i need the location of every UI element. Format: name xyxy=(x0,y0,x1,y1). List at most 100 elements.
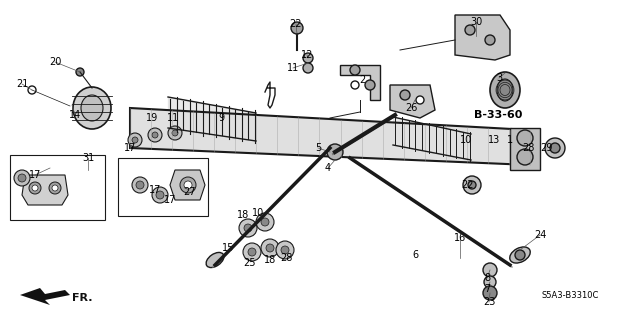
Text: 14: 14 xyxy=(69,110,81,120)
Text: 22: 22 xyxy=(461,180,473,190)
Text: 8: 8 xyxy=(484,273,490,283)
Text: 5: 5 xyxy=(315,143,321,153)
Circle shape xyxy=(76,68,84,76)
Circle shape xyxy=(545,138,565,158)
Circle shape xyxy=(291,22,303,34)
Bar xyxy=(10,155,105,220)
Circle shape xyxy=(261,218,269,226)
Text: 20: 20 xyxy=(49,57,61,67)
Text: 3: 3 xyxy=(496,73,502,83)
Circle shape xyxy=(180,177,196,193)
Circle shape xyxy=(29,182,41,194)
Text: 21: 21 xyxy=(16,79,28,89)
Circle shape xyxy=(261,239,279,257)
Polygon shape xyxy=(170,170,205,200)
Ellipse shape xyxy=(509,247,531,263)
Circle shape xyxy=(136,181,144,189)
Circle shape xyxy=(156,191,164,199)
Text: 9: 9 xyxy=(218,113,224,123)
Text: 13: 13 xyxy=(488,135,500,145)
Circle shape xyxy=(49,182,61,194)
Text: FR.: FR. xyxy=(72,293,93,303)
Circle shape xyxy=(517,130,533,146)
Text: 2: 2 xyxy=(359,75,365,85)
Text: 15: 15 xyxy=(222,243,234,253)
Circle shape xyxy=(52,185,58,191)
Text: 17: 17 xyxy=(29,170,41,180)
Text: 23: 23 xyxy=(483,297,495,307)
Circle shape xyxy=(168,126,182,140)
Text: B-33-60: B-33-60 xyxy=(474,110,522,120)
Circle shape xyxy=(132,137,138,143)
Circle shape xyxy=(243,243,261,261)
Circle shape xyxy=(132,177,148,193)
Polygon shape xyxy=(390,85,435,118)
Circle shape xyxy=(14,170,30,186)
Circle shape xyxy=(416,96,424,104)
Polygon shape xyxy=(455,15,510,60)
Circle shape xyxy=(517,149,533,165)
Circle shape xyxy=(350,65,360,75)
Polygon shape xyxy=(20,288,70,305)
Text: 28: 28 xyxy=(522,143,534,153)
Circle shape xyxy=(148,128,162,142)
Circle shape xyxy=(365,80,375,90)
Circle shape xyxy=(184,181,192,189)
Text: 30: 30 xyxy=(470,17,482,27)
Circle shape xyxy=(550,143,560,153)
Text: 29: 29 xyxy=(540,143,552,153)
Circle shape xyxy=(248,248,256,256)
Circle shape xyxy=(281,246,289,254)
Text: 25: 25 xyxy=(244,258,256,268)
Bar xyxy=(118,158,208,216)
Circle shape xyxy=(244,224,252,232)
Circle shape xyxy=(128,133,142,147)
Circle shape xyxy=(400,90,410,100)
Circle shape xyxy=(327,144,343,160)
Circle shape xyxy=(152,132,158,138)
Circle shape xyxy=(256,213,274,231)
Circle shape xyxy=(239,219,257,237)
Circle shape xyxy=(18,174,26,182)
Text: 17: 17 xyxy=(164,195,176,205)
Circle shape xyxy=(515,250,525,260)
Text: 18: 18 xyxy=(264,255,276,265)
Text: 22: 22 xyxy=(290,19,302,29)
Circle shape xyxy=(303,53,313,63)
Circle shape xyxy=(468,181,476,189)
Bar xyxy=(510,128,540,170)
Text: 28: 28 xyxy=(280,253,292,263)
Text: S5A3-B3310C: S5A3-B3310C xyxy=(541,291,598,300)
Text: 1: 1 xyxy=(507,135,513,145)
Circle shape xyxy=(172,130,178,136)
Ellipse shape xyxy=(81,95,103,121)
Circle shape xyxy=(28,86,36,94)
Circle shape xyxy=(266,244,274,252)
Circle shape xyxy=(32,185,38,191)
Text: 16: 16 xyxy=(454,233,466,243)
Text: 26: 26 xyxy=(405,103,417,113)
Ellipse shape xyxy=(497,79,513,101)
Circle shape xyxy=(485,35,495,45)
Circle shape xyxy=(483,263,497,277)
Polygon shape xyxy=(22,175,68,205)
Ellipse shape xyxy=(73,87,111,129)
Text: 4: 4 xyxy=(325,163,331,173)
Text: 17: 17 xyxy=(124,143,136,153)
Circle shape xyxy=(463,176,481,194)
Text: 31: 31 xyxy=(82,153,94,163)
Text: 11: 11 xyxy=(287,63,299,73)
Text: 24: 24 xyxy=(534,230,546,240)
Text: 17: 17 xyxy=(149,185,161,195)
Text: 12: 12 xyxy=(301,50,313,60)
Circle shape xyxy=(351,81,359,89)
Text: 6: 6 xyxy=(412,250,418,260)
Text: 7: 7 xyxy=(484,284,490,294)
Polygon shape xyxy=(130,108,530,165)
Ellipse shape xyxy=(490,72,520,108)
Text: 11: 11 xyxy=(167,113,179,123)
Circle shape xyxy=(152,187,168,203)
Text: 19: 19 xyxy=(146,113,158,123)
Circle shape xyxy=(465,25,475,35)
Text: 18: 18 xyxy=(237,210,249,220)
